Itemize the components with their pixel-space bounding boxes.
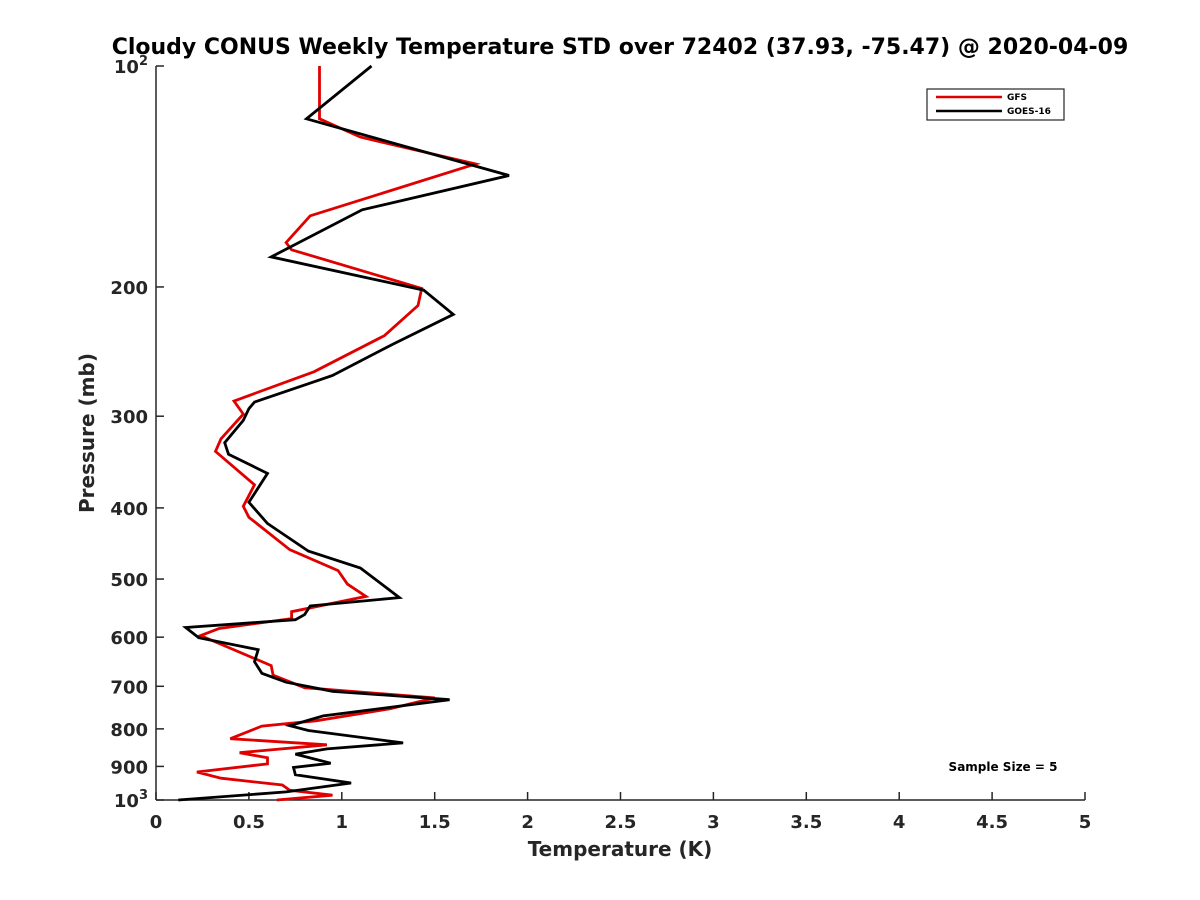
y-tick-label: 300 (110, 407, 148, 428)
series-group (178, 64, 510, 802)
y-tick-label: 103 (114, 788, 148, 812)
x-tick-label: 4 (893, 812, 906, 833)
y-tick-exponent: 2 (139, 54, 148, 69)
x-tick-label: 1.5 (419, 812, 451, 833)
x-tick-label: 0.5 (233, 812, 265, 833)
x-tick-label: 0 (150, 812, 163, 833)
series-line-goes-16 (178, 64, 510, 802)
x-tick-label: 3 (707, 812, 720, 833)
x-tick-label: 5 (1079, 812, 1092, 833)
y-tick-label: 600 (110, 628, 148, 649)
x-tick-label: 2.5 (605, 812, 637, 833)
y-tick-label: 102 (114, 54, 148, 78)
y-tick-exponent: 3 (139, 788, 148, 803)
legend-label: GOES-16 (1007, 107, 1051, 117)
legend: GFS GOES-16 (926, 88, 1065, 121)
sample-size-annotation: Sample Size = 5 (949, 760, 1058, 774)
y-axis-label: Pressure (mb) (75, 353, 99, 513)
y-tick-label: 500 (110, 570, 148, 591)
x-tick-label: 4.5 (976, 812, 1008, 833)
y-tick-base: 10 (114, 791, 139, 812)
y-tick-label: 700 (110, 677, 148, 698)
x-tick-label: 3.5 (790, 812, 822, 833)
y-tick-label: 200 (110, 278, 148, 299)
legend-label: GFS (1007, 93, 1027, 103)
y-tick-label: 800 (110, 720, 148, 741)
y-tick-label: 400 (110, 499, 148, 520)
x-tick-label: 2 (521, 812, 534, 833)
y-tick-label: 900 (110, 757, 148, 778)
legend-box (926, 88, 1065, 121)
x-tick-label: 1 (336, 812, 349, 833)
x-axis: 0 0.5 1 1.5 2 2.5 3 3.5 4 4.5 5 (150, 792, 1092, 833)
series-line-gfs (196, 66, 481, 802)
x-axis-label: Temperature (K) (528, 837, 713, 861)
chart-title: Cloudy CONUS Weekly Temperature STD over… (112, 35, 1129, 60)
y-tick-base: 10 (114, 57, 139, 78)
